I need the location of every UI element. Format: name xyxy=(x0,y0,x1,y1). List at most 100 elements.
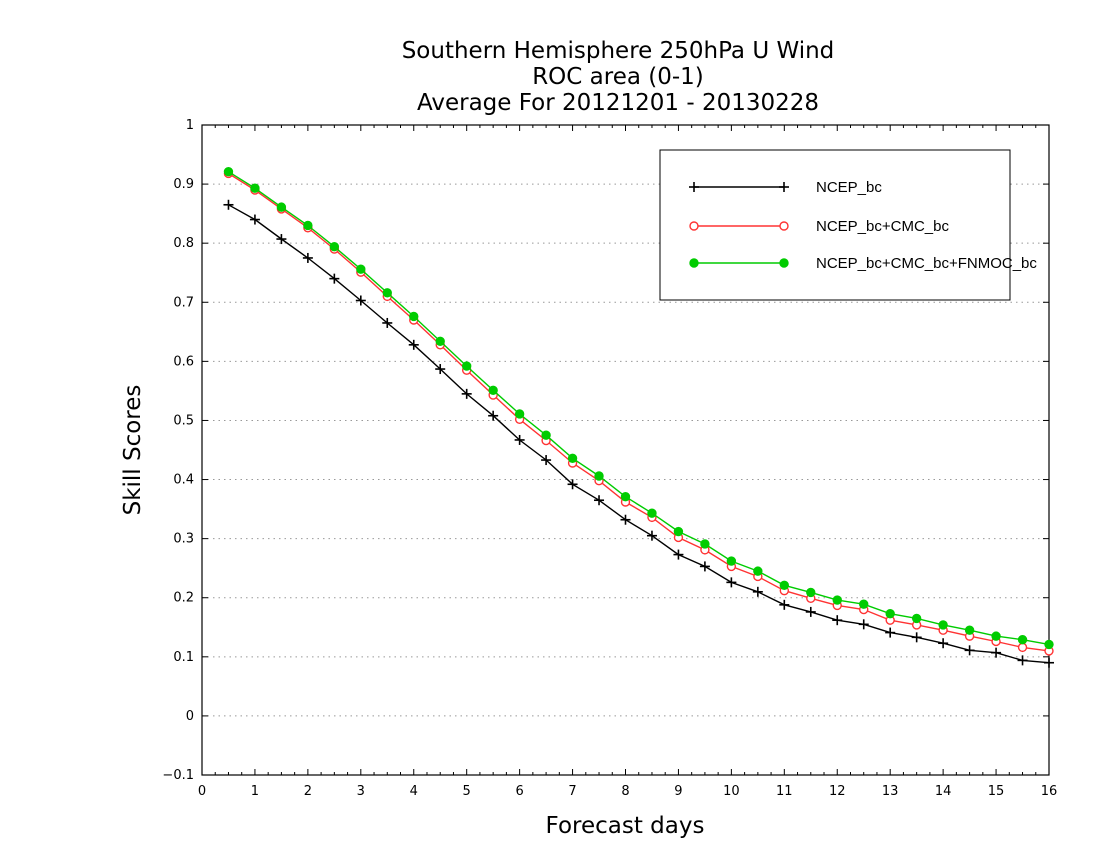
data-point xyxy=(514,409,525,419)
data-point xyxy=(689,182,699,192)
data-point xyxy=(806,587,816,598)
data-point xyxy=(594,471,604,481)
x-tick-label: 16 xyxy=(1041,784,1058,799)
data-point xyxy=(1044,639,1054,650)
data-point xyxy=(1044,657,1054,668)
y-tick-label: 0.4 xyxy=(173,473,194,488)
data-point xyxy=(620,491,631,502)
data-point xyxy=(885,627,896,638)
chart-title-line-1: Southern Hemisphere 250hPa U Wind xyxy=(402,38,835,64)
data-point xyxy=(726,556,737,566)
legend: NCEP_bc NCEP_bc+CMC_bc NCEP_bc+CMC_bc+FNMO… xyxy=(659,149,1037,301)
chart-title-line-3: Average For 20121201 - 20130228 xyxy=(417,90,819,116)
legend-label: NCEP_bc+CMC_bc xyxy=(816,218,949,235)
data-point xyxy=(250,183,260,193)
data-point xyxy=(488,410,499,421)
data-point xyxy=(514,434,525,445)
x-tick-label: 15 xyxy=(988,784,1005,799)
data-point xyxy=(620,514,631,525)
data-point xyxy=(858,619,869,630)
series-3 xyxy=(223,166,1054,650)
data-point xyxy=(938,620,948,630)
legend-box xyxy=(659,149,1011,301)
data-point xyxy=(1017,634,1028,645)
data-point xyxy=(673,526,684,537)
chart-title-line-2: ROC area (0-1) xyxy=(532,64,704,90)
data-point xyxy=(938,638,949,649)
data-point xyxy=(567,453,578,463)
legend-item: NCEP_bc+CMC_bc xyxy=(689,218,949,235)
y-tick-label: 0.5 xyxy=(173,413,194,428)
data-point xyxy=(355,295,366,306)
x-tick-label: 0 xyxy=(198,784,206,799)
data-point xyxy=(435,336,445,346)
data-point xyxy=(223,166,234,177)
x-tick-label: 5 xyxy=(463,784,471,799)
series-layer xyxy=(223,166,1054,668)
data-point xyxy=(673,549,684,560)
legend-items: NCEP_bc NCEP_bc+CMC_bc NCEP_bc+CMC_bc+FNMO… xyxy=(689,179,1037,272)
data-point xyxy=(541,455,552,466)
data-point xyxy=(408,339,419,350)
data-point xyxy=(303,220,313,231)
data-point xyxy=(302,252,313,263)
data-point xyxy=(689,258,699,268)
y-tick-label: 0.7 xyxy=(173,295,194,310)
data-point xyxy=(647,508,657,518)
y-tick-label: 1 xyxy=(186,118,194,133)
x-tick-label: 8 xyxy=(621,784,629,799)
data-point xyxy=(699,561,710,572)
grid-lines xyxy=(202,183,1049,717)
data-point xyxy=(594,495,605,506)
y-axis: −0.1 0 0.1 0.2 0.3 0.4 0.5 0.6 0.7 0.8 0.9 1 xyxy=(162,118,1049,783)
x-tick-label: 9 xyxy=(674,784,682,799)
series-1 xyxy=(223,199,1054,668)
series-line xyxy=(228,204,1050,664)
legend-item: NCEP_bc+CMC_bc+FNMOC_bc xyxy=(689,255,1037,272)
x-tick-label: 2 xyxy=(304,784,312,799)
legend-item: NCEP_bc xyxy=(689,179,882,196)
data-point xyxy=(964,625,975,635)
data-point xyxy=(832,595,842,605)
data-point xyxy=(726,577,737,588)
data-point xyxy=(276,202,287,212)
data-point xyxy=(356,264,366,274)
y-tick-label: 0.3 xyxy=(173,532,194,547)
data-point xyxy=(964,645,975,656)
data-point xyxy=(753,566,763,576)
y-tick-label: 0.9 xyxy=(173,177,194,192)
data-point xyxy=(752,586,763,597)
x-tick-label: 4 xyxy=(410,784,418,799)
y-tick-label: 0.6 xyxy=(173,354,194,369)
data-point xyxy=(461,388,472,399)
legend-label: NCEP_bc xyxy=(816,179,882,196)
x-tick-label: 10 xyxy=(723,784,740,799)
data-point xyxy=(779,599,790,610)
data-point xyxy=(329,242,340,252)
data-point xyxy=(832,615,843,626)
x-tick-label: 14 xyxy=(935,784,952,799)
y-tick-label: −0.1 xyxy=(162,768,194,783)
data-point xyxy=(567,479,578,490)
legend-label: NCEP_bc+CMC_bc+FNMOC_bc xyxy=(816,255,1037,272)
data-point xyxy=(911,632,922,643)
data-point xyxy=(779,182,789,192)
data-point xyxy=(700,539,710,549)
x-tick-label: 3 xyxy=(357,784,365,799)
data-point xyxy=(223,199,234,210)
data-point xyxy=(885,608,895,619)
data-point xyxy=(779,580,790,591)
x-tick-label: 7 xyxy=(568,784,576,799)
y-tick-label: 0.8 xyxy=(173,236,194,251)
data-point xyxy=(991,631,1001,641)
data-point xyxy=(779,258,789,268)
data-point xyxy=(859,599,869,609)
data-point xyxy=(541,430,551,440)
data-point xyxy=(382,317,393,328)
data-point xyxy=(409,311,419,322)
data-point xyxy=(461,361,472,371)
x-tick-label: 13 xyxy=(882,784,899,799)
data-point xyxy=(911,613,922,624)
y-axis-label: Skill Scores xyxy=(120,385,146,516)
